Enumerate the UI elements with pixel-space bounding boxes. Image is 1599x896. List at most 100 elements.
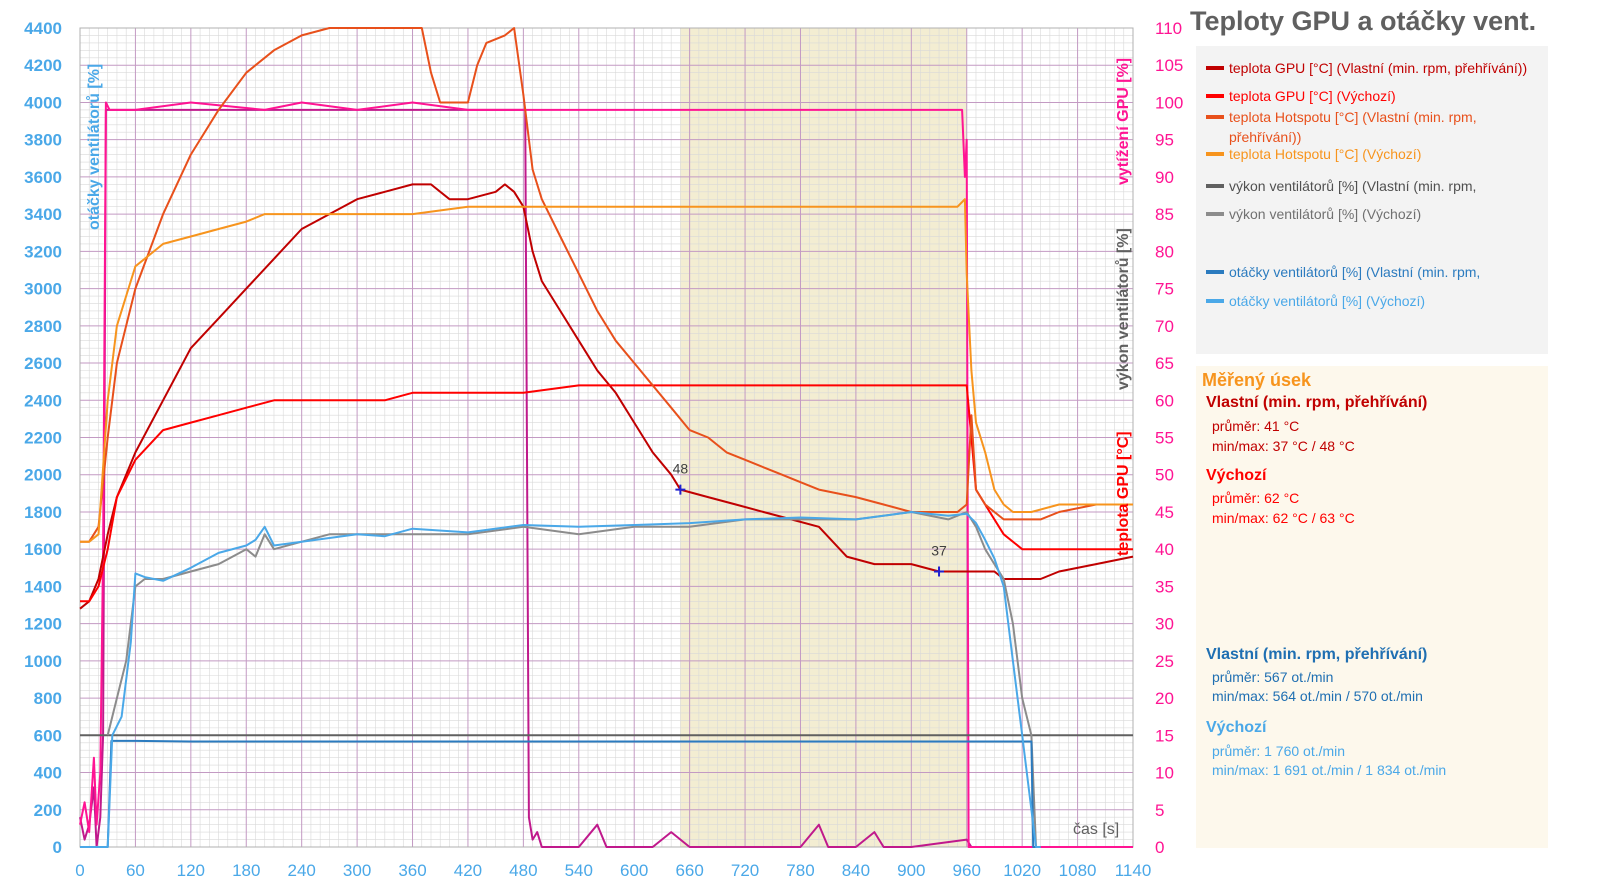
x-axis-tick-label: 900 xyxy=(897,861,925,880)
left-axis-tick-label: 1000 xyxy=(24,652,62,671)
left-axis-tick-label: 1400 xyxy=(24,577,62,596)
stats-line: min/max: 37 °C / 48 °C xyxy=(1212,438,1355,454)
stats-line: průměr: 62 °C xyxy=(1212,490,1300,506)
stats-line: průměr: 1 760 ot./min xyxy=(1212,743,1346,759)
right-axis-tick-label: 55 xyxy=(1155,429,1174,448)
legend-label: otáčky ventilátorů [%] (Výchozí) xyxy=(1229,293,1426,309)
legend-swatch xyxy=(1206,299,1224,303)
legend-label: teplota GPU [°C] (Vlastní (min. rpm, pře… xyxy=(1229,60,1528,76)
stats-line: min/max: 62 °C / 63 °C xyxy=(1212,510,1355,526)
series-line xyxy=(80,27,1133,543)
right-axis-tick-label: 100 xyxy=(1155,93,1183,112)
legend-swatch xyxy=(1206,115,1224,119)
right-axis-tick-label: 60 xyxy=(1155,391,1174,410)
left-axis-tick-label: 1800 xyxy=(24,503,62,522)
series-line xyxy=(79,101,1133,848)
legend-label: teplota GPU [°C] (Výchozí) xyxy=(1229,88,1396,104)
right-axis-tick-label: 10 xyxy=(1155,764,1174,783)
x-axis-tick-label: 1140 xyxy=(1115,861,1152,880)
right-axis-tick-label: 5 xyxy=(1155,801,1164,820)
left-axis-tick-label: 4200 xyxy=(24,56,62,75)
right-axis-label-gpu-load: vytížení GPU [%] xyxy=(1115,58,1132,185)
x-axis-tick-label: 300 xyxy=(343,861,371,880)
series-line xyxy=(79,183,1134,610)
x-axis-tick-label: 420 xyxy=(454,861,482,880)
left-axis-tick-label: 3200 xyxy=(24,242,62,261)
legend-label: teplota Hotspotu [°C] (Vlastní (min. rpm… xyxy=(1229,109,1477,145)
right-axis-tick-label: 50 xyxy=(1155,466,1174,485)
legend-label: výkon ventilátorů [%] (Výchozí) xyxy=(1229,206,1422,222)
left-axis-tick-label: 3000 xyxy=(24,280,62,299)
left-axis-tick-label: 1200 xyxy=(24,615,62,634)
x-axis-tick-label: 660 xyxy=(675,861,703,880)
legend-label: výkon ventilátorů [%] (Vlastní (min. rpm… xyxy=(1229,178,1477,194)
left-axis-tick-label: 600 xyxy=(34,726,62,745)
left-axis-tick-label: 400 xyxy=(34,764,62,783)
annotation-label: 37 xyxy=(931,543,947,559)
x-axis-tick-label: 540 xyxy=(565,861,593,880)
legend-swatch xyxy=(1206,212,1224,216)
x-axis-tick-label: 0 xyxy=(75,861,84,880)
right-axis-tick-label: 80 xyxy=(1155,242,1174,261)
stats-line: min/max: 1 691 ot./min / 1 834 ot./min xyxy=(1212,762,1447,778)
legend-swatch xyxy=(1206,184,1224,188)
right-axis-tick-label: 30 xyxy=(1155,615,1174,634)
right-axis-tick-label: 105 xyxy=(1155,56,1183,75)
series-line xyxy=(80,198,1133,543)
x-axis-tick-label: 240 xyxy=(287,861,315,880)
left-axis-tick-label: 1600 xyxy=(24,540,62,559)
right-axis-tick-label: 0 xyxy=(1155,838,1164,857)
right-axis-tick-label: 95 xyxy=(1155,131,1174,150)
right-axis-tick-label: 85 xyxy=(1155,205,1174,224)
left-axis-tick-label: 0 xyxy=(53,838,62,857)
stats-line: min/max: 564 ot./min / 570 ot./min xyxy=(1212,688,1423,704)
stats-group-title: Výchozí xyxy=(1206,467,1267,484)
left-axis-tick-label: 2600 xyxy=(24,354,62,373)
x-axis-tick-label: 180 xyxy=(232,861,260,880)
left-axis-tick-label: 2400 xyxy=(24,391,62,410)
right-axis-tick-label: 75 xyxy=(1155,280,1174,299)
legend-swatch xyxy=(1206,152,1224,156)
x-axis-tick-label: 960 xyxy=(953,861,981,880)
left-axis-tick-label: 2000 xyxy=(24,466,62,485)
x-axis-tick-label: 720 xyxy=(731,861,759,880)
series-layer xyxy=(79,27,1134,848)
left-axis-tick-label: 3600 xyxy=(24,168,62,187)
left-axis-ticks: 0 200 400 600 800 1000 1200 1400 1600 1800 2000 220… xyxy=(24,19,62,857)
chart-title: Teploty GPU a otáčky vent. xyxy=(1190,6,1537,36)
right-axis-tick-label: 65 xyxy=(1155,354,1174,373)
legend-label: teplota Hotspotu [°C] (Výchozí) xyxy=(1229,146,1422,162)
stats-group-title: Vlastní (min. rpm, přehřívání) xyxy=(1206,394,1428,411)
x-axis-ticks: 0 60 120 180 240 300 360 420 480 540 600 660 720 780 8… xyxy=(75,861,1151,880)
stats-line: průměr: 567 ot./min xyxy=(1212,669,1334,685)
left-axis-tick-label: 200 xyxy=(34,801,62,820)
stats-group-title: Vlastní (min. rpm, přehřívání) xyxy=(1206,646,1428,663)
right-axis-tick-label: 110 xyxy=(1155,19,1182,38)
x-axis-tick-label: 840 xyxy=(842,861,870,880)
left-axis-label: otáčky ventilátorů [%] xyxy=(86,64,103,230)
annotation-marker xyxy=(675,484,686,495)
right-axis-tick-label: 70 xyxy=(1155,317,1174,336)
right-axis-ticks: 0 5 10 15 20 25 30 35 40 45 50 55 60 65 70 75 80 85 90 95 10… xyxy=(1155,19,1183,857)
right-axis-tick-label: 35 xyxy=(1155,577,1174,596)
left-axis-tick-label: 2800 xyxy=(24,317,62,336)
x-axis-tick-label: 1080 xyxy=(1059,861,1097,880)
right-axis-tick-label: 40 xyxy=(1155,540,1174,559)
x-axis-tick-label: 780 xyxy=(786,861,814,880)
x-axis-label: čas [s] xyxy=(1073,821,1119,838)
annotation-label: 48 xyxy=(673,461,689,477)
right-axis-tick-label: 20 xyxy=(1155,689,1174,708)
x-axis-tick-label: 120 xyxy=(177,861,205,880)
x-axis-tick-label: 1020 xyxy=(1003,861,1041,880)
right-axis-label-fan-power: výkon ventilátorů [%] xyxy=(1115,228,1132,390)
right-axis-tick-label: 15 xyxy=(1155,726,1174,745)
left-axis-tick-label: 3400 xyxy=(24,205,62,224)
series-line xyxy=(80,739,1041,848)
x-axis-tick-label: 60 xyxy=(126,861,145,880)
legend-swatch xyxy=(1206,270,1224,274)
legend-swatch xyxy=(1206,66,1224,70)
series-line xyxy=(80,511,1041,848)
legend-label: otáčky ventilátorů [%] (Vlastní (min. rp… xyxy=(1229,264,1481,280)
legend: teplota GPU [°C] (Vlastní (min. rpm, pře… xyxy=(1196,46,1548,354)
right-axis-tick-label: 90 xyxy=(1155,168,1174,187)
